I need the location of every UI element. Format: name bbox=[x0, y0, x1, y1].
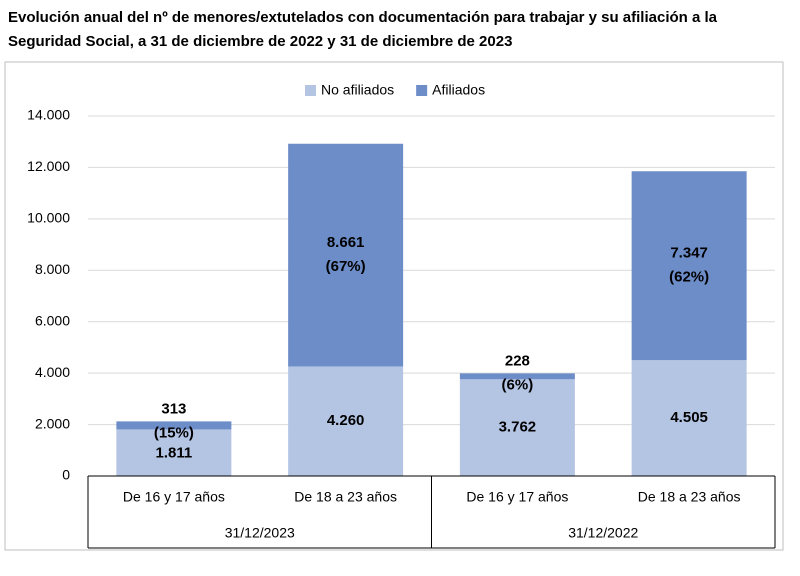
x-tick-label: De 18 a 23 años bbox=[294, 489, 397, 505]
legend-swatch bbox=[305, 85, 316, 96]
bar-segment bbox=[459, 373, 575, 380]
y-tick-label: 8.000 bbox=[35, 261, 70, 277]
data-label: (6%) bbox=[502, 376, 534, 393]
group-label: 31/12/2023 bbox=[225, 525, 295, 541]
x-tick-label: De 18 a 23 años bbox=[638, 489, 741, 505]
data-label: 228 bbox=[505, 352, 530, 369]
chart-title: Seguridad Social, a 31 de diciembre de 2… bbox=[8, 33, 512, 50]
chart-frame bbox=[4, 61, 784, 551]
bar-segment bbox=[631, 171, 747, 361]
data-label: (15%) bbox=[154, 424, 194, 441]
data-label: 1.811 bbox=[156, 444, 193, 461]
x-tick-label: De 16 y 17 años bbox=[466, 489, 568, 505]
data-label: 7.347 bbox=[670, 245, 708, 262]
y-tick-label: 2.000 bbox=[35, 415, 70, 431]
y-tick-label: 4.000 bbox=[35, 364, 70, 380]
x-tick-label: De 16 y 17 años bbox=[123, 489, 225, 505]
data-label: (67%) bbox=[326, 258, 366, 275]
bar-segment bbox=[116, 429, 232, 476]
group-label: 31/12/2022 bbox=[568, 525, 638, 541]
data-label: 313 bbox=[161, 400, 186, 417]
data-label: 4.505 bbox=[670, 409, 708, 426]
data-label: 8.661 bbox=[327, 234, 365, 251]
legend-swatch bbox=[416, 85, 428, 96]
data-label: (62%) bbox=[669, 269, 709, 286]
bar-segment bbox=[631, 360, 747, 476]
bar-segment bbox=[288, 143, 404, 367]
bar-segment bbox=[116, 421, 232, 430]
bar-segment bbox=[288, 366, 404, 476]
legend-label: Afiliados bbox=[432, 82, 485, 98]
chart-title: Evolución anual del nº de menores/extute… bbox=[8, 9, 718, 26]
y-tick-label: 0 bbox=[62, 467, 70, 483]
y-tick-label: 14.000 bbox=[27, 107, 70, 123]
legend-label: No afiliados bbox=[321, 82, 394, 98]
y-tick-label: 6.000 bbox=[35, 312, 70, 328]
y-tick-label: 10.000 bbox=[27, 210, 70, 226]
data-label: 3.762 bbox=[499, 419, 537, 436]
y-tick-label: 12.000 bbox=[27, 158, 70, 174]
bar-segment bbox=[459, 379, 575, 476]
data-label: 4.260 bbox=[327, 412, 365, 429]
